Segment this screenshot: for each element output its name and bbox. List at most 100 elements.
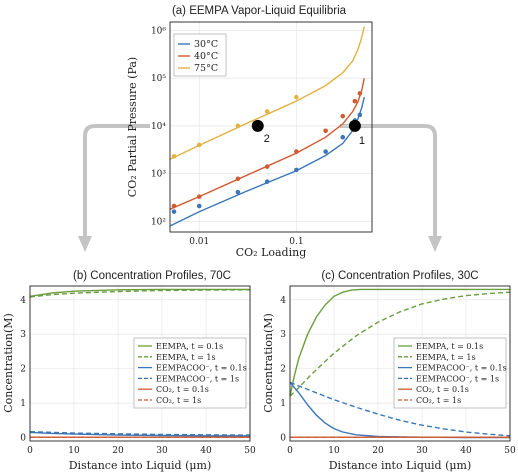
legend-label: EEMPA, t = 1s	[416, 353, 476, 362]
panel-b: (b) Concentration Profiles, 70C 0 10 20 30 4…	[2, 270, 256, 472]
panel-a-xlabel: CO₂ Loading	[236, 246, 307, 259]
panel-a-plot-frame	[169, 21, 373, 233]
annotation-2-marker	[251, 119, 264, 132]
xtick-label: 20	[112, 446, 124, 456]
series-line-1	[29, 289, 251, 298]
panel-a-xtick-label: 0.1	[289, 237, 303, 247]
xtick-label: 40	[460, 446, 472, 456]
panel-a: (a) EEMPA Vapor-Liquid Equilibria 0.01 0.…	[126, 5, 373, 259]
panel-a-ytick-label: 10³	[151, 170, 166, 180]
panel-a-title: (a) EEMPA Vapor-Liquid Equilibria	[172, 5, 347, 17]
panel-a-data-point	[357, 112, 363, 118]
panel-b-title: (b) Concentration Profiles, 70C	[73, 270, 231, 282]
ytick-label: 0	[20, 434, 26, 444]
legend-label: CO₂, t = 1s	[416, 396, 461, 405]
panel-a-ylabel: CO₂ Partial Pressure (Pa)	[126, 57, 139, 197]
legend-label: CO₂, t = 1s	[156, 396, 201, 405]
xtick-label: 0	[287, 446, 293, 456]
panel-a-data-point	[294, 149, 299, 154]
panel-a-data-point	[235, 123, 241, 129]
left-arrow-icon	[83, 124, 150, 238]
panel-a-ytick-label: 10⁴	[151, 122, 166, 132]
panel-a-data-point	[196, 203, 202, 209]
legend-label: EEMPA, t = 0.1s	[156, 342, 223, 351]
panel-b-plot-frame	[29, 285, 251, 442]
ytick-label: 3	[20, 330, 26, 340]
xtick-label: 20	[372, 446, 384, 456]
panel-c-xlabel: Distance into Liquid (μm)	[329, 459, 472, 472]
panel-b-legend: EEMPA, t = 0.1s EEMPA, t = 1s EEMPACOO⁻, t…	[133, 337, 247, 409]
ytick-label: 1	[20, 399, 26, 409]
series-line-3	[29, 431, 251, 436]
panel-a-ytick-label: 10⁶	[151, 26, 166, 36]
annotation-2-label: 2	[264, 133, 270, 145]
panel-b-ylabel: Concentration(M)	[2, 313, 15, 413]
series-line-3	[289, 381, 511, 437]
panel-a-xtick-label: 0.01	[189, 237, 209, 247]
panel-a-data-point	[340, 113, 346, 119]
annotation-1-label: 1	[359, 135, 365, 147]
annotation-1-marker	[348, 119, 361, 132]
panel-a-data-point	[357, 91, 363, 96]
panel-a-fit-curve-1	[169, 78, 365, 210]
xtick-label: 50	[244, 446, 256, 456]
panel-a-legend: 30°C 40°C 75°C	[173, 33, 227, 77]
panel-a-ytick-label: 10²	[151, 217, 166, 227]
legend-box	[393, 337, 507, 409]
xtick-label: 10	[328, 446, 340, 456]
panel-a-ytick-label: 10⁵	[151, 74, 166, 84]
panel-a-data-point	[264, 179, 270, 184]
right-arrow-icon	[340, 124, 437, 238]
legend-label: EEMPACOO⁻, t = 1s	[156, 374, 239, 383]
panel-a-data-point	[171, 203, 177, 209]
panel-a-data-point	[323, 128, 328, 134]
xtick-label: 30	[156, 446, 168, 456]
panel-a-data-point	[340, 134, 346, 140]
panel-c-title: (c) Concentration Profiles, 30C	[321, 270, 478, 282]
panel-a-data-point	[264, 109, 270, 114]
ytick-label: 2	[280, 365, 286, 375]
panel-a-data-point	[235, 189, 241, 195]
legend-label: EEMPACOO⁻, t = 0.1s	[156, 364, 247, 373]
xtick-label: 50	[504, 446, 516, 456]
panel-a-legend-box	[173, 33, 227, 77]
connector-arrows	[78, 124, 442, 252]
ytick-label: 3	[280, 330, 286, 340]
right-arrow-head-icon	[428, 236, 442, 252]
ytick-label: 4	[20, 296, 26, 306]
series-line-1	[289, 291, 511, 397]
panel-a-data-point	[323, 149, 328, 154]
panel-a-data-point	[264, 164, 270, 169]
series-line-0	[289, 288, 510, 397]
panel-a-data-point	[294, 94, 299, 100]
ytick-label: 1	[280, 399, 286, 409]
xtick-label: 0	[27, 446, 33, 456]
panel-a-data-point	[196, 142, 202, 148]
legend-label: EEMPACOO⁻, t = 0.1s	[416, 364, 507, 373]
legend-label: EEMPA, t = 0.1s	[416, 342, 483, 351]
legend-30c-label: 30°C	[194, 39, 218, 50]
panel-c-plot-frame	[289, 285, 511, 442]
ytick-label: 0	[280, 434, 286, 444]
panel-c-ylabel: Concentration(M)	[262, 313, 275, 413]
panel-a-fit-curve-2	[169, 26, 365, 160]
panel-a-data-point	[171, 209, 177, 214]
panel-b-xlabel: Distance into Liquid (μm)	[69, 459, 212, 472]
ytick-label: 4	[280, 296, 286, 306]
legend-75c-label: 75°C	[194, 63, 218, 74]
panel-a-data-point	[235, 176, 241, 182]
panel-a-data-point	[171, 154, 177, 159]
panel-c-legend: EEMPA, t = 0.1s EEMPA, t = 1s EEMPACOO⁻, t…	[393, 337, 507, 409]
panel-a-data-point	[196, 194, 202, 199]
ytick-label: 2	[20, 365, 26, 375]
legend-label: CO₂, t = 0.1s	[416, 385, 469, 394]
legend-label: CO₂, t = 0.1s	[156, 385, 209, 394]
legend-label: EEMPA, t = 1s	[156, 353, 216, 362]
xtick-label: 30	[416, 446, 428, 456]
legend-40c-label: 40°C	[194, 51, 218, 62]
legend-box	[133, 337, 247, 409]
series-line-2	[29, 431, 250, 437]
panel-a-data-point	[352, 98, 358, 104]
xtick-label: 10	[68, 446, 80, 456]
